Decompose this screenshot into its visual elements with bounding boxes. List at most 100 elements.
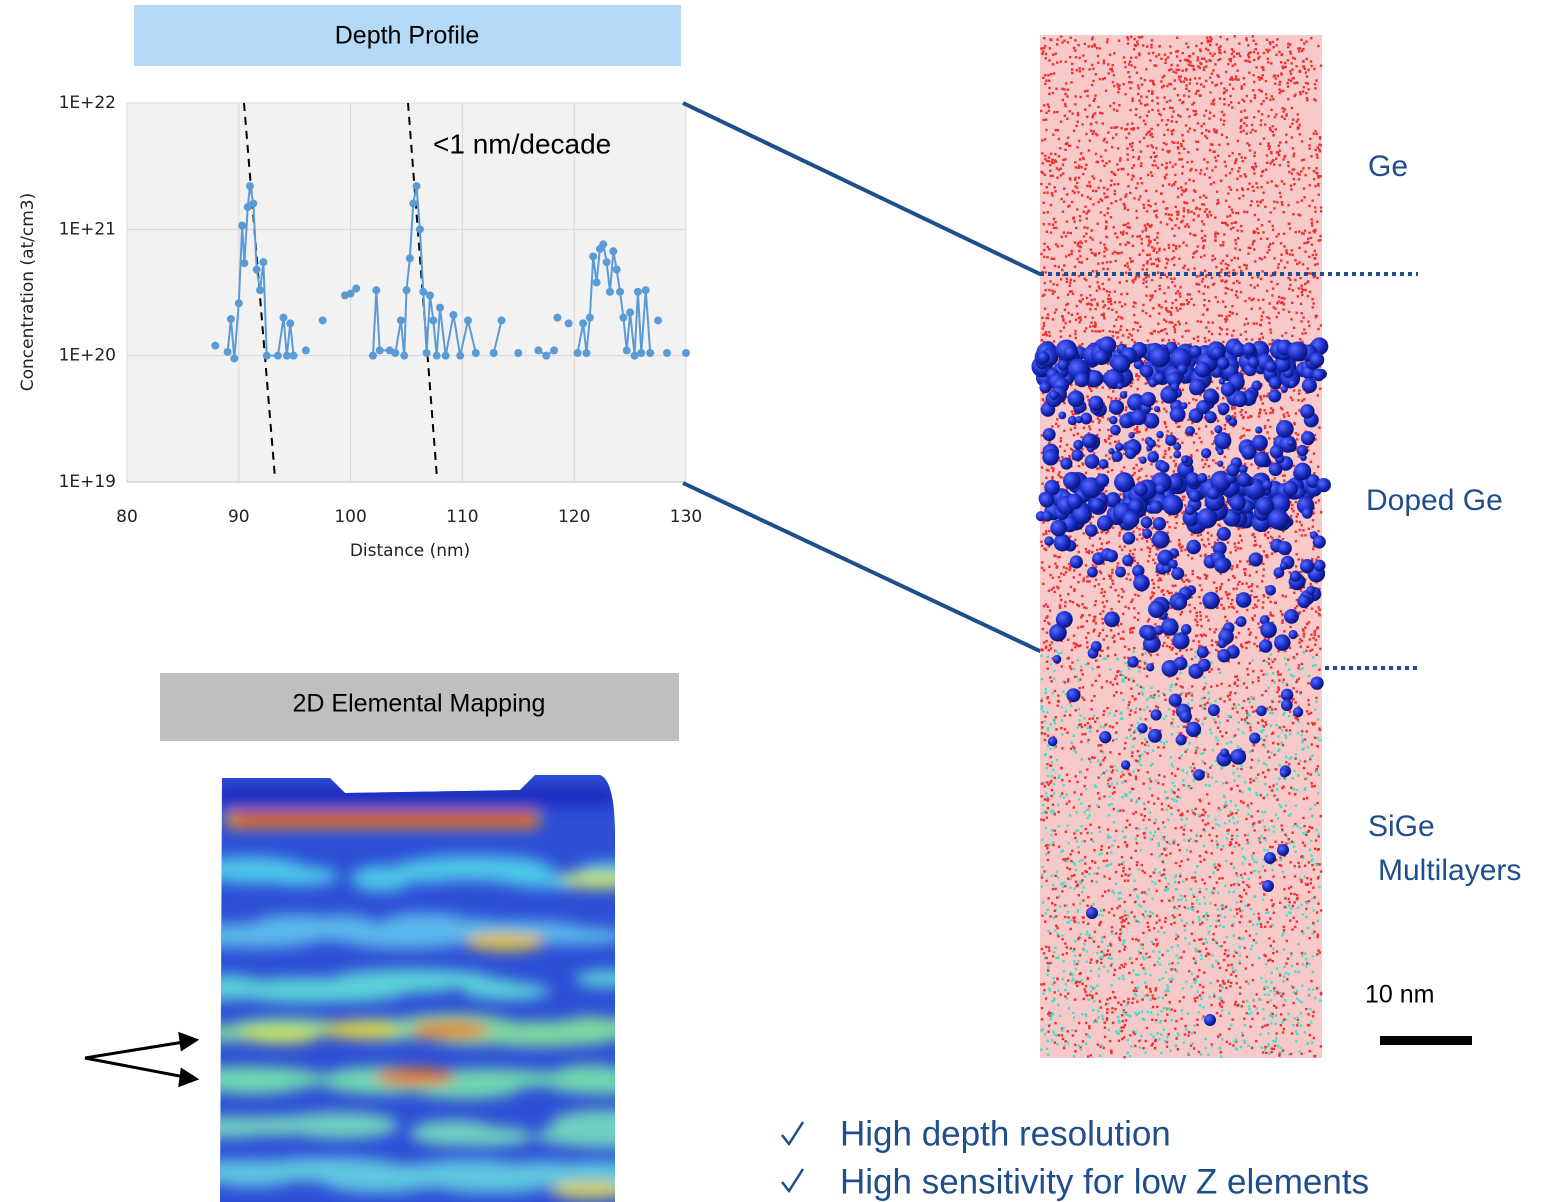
atom (1122, 1020, 1124, 1022)
atom (1197, 215, 1199, 217)
data-point (211, 342, 219, 350)
atom (1044, 289, 1046, 291)
atom (1205, 955, 1207, 957)
atom (1102, 283, 1104, 285)
atom (1229, 78, 1231, 80)
atom (1199, 705, 1201, 707)
atom (1137, 666, 1139, 668)
atom (1207, 39, 1209, 41)
atom (1234, 542, 1236, 544)
atom (1243, 682, 1245, 684)
atom (1242, 881, 1244, 883)
atom (1316, 864, 1318, 866)
atom (1101, 618, 1103, 620)
atom (1214, 63, 1216, 65)
atom (1296, 1033, 1298, 1035)
atom (1206, 161, 1208, 163)
atom (1112, 137, 1114, 139)
atom (1248, 904, 1250, 906)
atom (1232, 971, 1234, 973)
atom (1048, 530, 1050, 532)
atom (1109, 298, 1111, 300)
atom (1111, 783, 1113, 785)
atom (1144, 872, 1146, 874)
atom (1253, 286, 1255, 288)
atom (1217, 420, 1219, 422)
atom (1157, 331, 1159, 333)
atom (1040, 983, 1042, 985)
atom (1054, 991, 1056, 993)
atom (1219, 244, 1221, 246)
atom (1050, 834, 1052, 836)
atom (1296, 312, 1298, 314)
atom (1275, 768, 1277, 770)
atom (1317, 934, 1319, 936)
atom (1267, 596, 1269, 598)
atom (1246, 884, 1248, 886)
atom (1174, 224, 1176, 226)
atom (1048, 331, 1050, 333)
atom (1191, 685, 1193, 687)
atom (1188, 692, 1190, 694)
atom (1107, 207, 1109, 209)
atom (1290, 893, 1292, 895)
atom (1240, 414, 1242, 416)
atom (1134, 548, 1136, 550)
atom (1280, 253, 1282, 255)
atom (1100, 548, 1102, 550)
atom (1141, 998, 1143, 1000)
atom (1063, 231, 1065, 233)
atom (1234, 78, 1236, 80)
atom (1155, 553, 1157, 555)
atom (1217, 301, 1219, 303)
atom (1117, 1016, 1119, 1018)
atom (1312, 1011, 1314, 1013)
atom (1167, 286, 1169, 288)
atom (1201, 57, 1203, 59)
atom (1228, 104, 1230, 106)
atom (1115, 871, 1117, 873)
atom (1258, 110, 1260, 112)
atom (1074, 330, 1076, 332)
atom (1175, 874, 1177, 876)
atom (1244, 117, 1246, 119)
atom (1288, 288, 1290, 290)
atom (1157, 124, 1159, 126)
atom (1189, 232, 1191, 234)
atom (1176, 64, 1178, 66)
atom (1054, 190, 1056, 192)
atom (1296, 690, 1298, 692)
atom (1087, 923, 1089, 925)
atom (1073, 635, 1075, 637)
atom (1209, 91, 1211, 93)
atom (1266, 1024, 1268, 1026)
atom (1089, 867, 1091, 869)
atom (1109, 54, 1111, 56)
atom (1183, 726, 1185, 728)
data-point (280, 314, 288, 322)
atom (1115, 397, 1117, 399)
atom (1096, 549, 1098, 551)
atom (1246, 1000, 1248, 1002)
atom (1195, 283, 1197, 285)
atom (1093, 1000, 1095, 1002)
atom (1220, 905, 1222, 907)
atom (1161, 900, 1163, 902)
atom (1110, 127, 1112, 129)
atom (1116, 907, 1118, 909)
atom (1129, 550, 1131, 552)
atom (1150, 764, 1152, 766)
atom (1220, 848, 1222, 850)
atom (1170, 686, 1172, 688)
data-point (599, 240, 607, 248)
atom (1116, 722, 1118, 724)
atom (1219, 586, 1221, 588)
atom (1208, 211, 1210, 213)
atom (1209, 112, 1211, 114)
atom (1202, 704, 1204, 706)
atom (1263, 409, 1265, 411)
atom (1208, 698, 1210, 700)
atom (1317, 45, 1319, 47)
atom (1211, 81, 1213, 83)
atom (1296, 963, 1298, 965)
